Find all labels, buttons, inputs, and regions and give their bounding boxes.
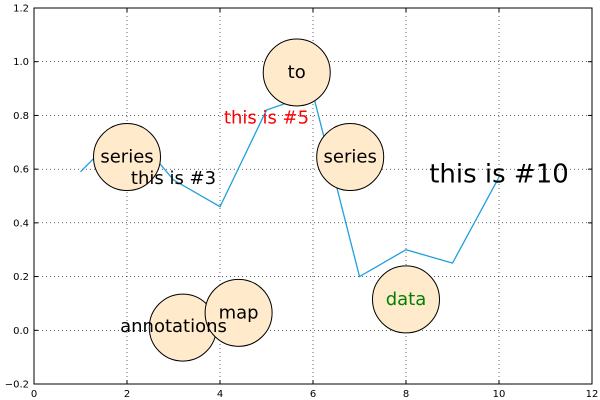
annotation-label: data — [386, 289, 427, 310]
x-tick-label: 0 — [31, 389, 37, 400]
annotation-circle — [93, 123, 161, 192]
x-tick-label: 2 — [124, 389, 130, 400]
tick-layer: 0 2 4 6 8 10 12 −0.2 0.0 0.2 0.4 0.6 0.8 1.0 1.2 — [5, 4, 599, 400]
x-tick-label: 10 — [493, 389, 506, 400]
y-tick-label: 1.0 — [13, 57, 29, 68]
grid — [34, 8, 592, 384]
y-tick-label: −0.2 — [5, 380, 29, 391]
y-tick-label: 0.4 — [13, 218, 29, 229]
annotation-label: map — [219, 302, 259, 323]
y-tick-label: 0.0 — [13, 326, 29, 337]
x-tick-label: 6 — [310, 389, 316, 400]
y-tick-label: 0.8 — [13, 111, 29, 122]
x-tick-label: 4 — [217, 389, 223, 400]
x-tick-label: 12 — [586, 389, 599, 400]
annotation-label: this is #3 — [131, 168, 216, 189]
annotation-label: to — [288, 62, 306, 83]
annotation-circle — [204, 278, 273, 347]
annotation-circle — [316, 123, 385, 192]
annotation-label: this is #5 — [224, 108, 309, 129]
annotation-label: series — [324, 147, 377, 168]
y-tick-label: 0.2 — [13, 272, 29, 283]
annotation-label: series — [100, 147, 153, 168]
y-tick-label: 0.6 — [13, 165, 29, 176]
y-tick-label: 1.2 — [13, 4, 29, 15]
circle-layer — [93, 38, 440, 362]
annotation-circle — [262, 38, 331, 107]
annotation-label: annotations — [120, 316, 227, 337]
x-tick-label: 8 — [403, 389, 409, 400]
annotation-circle — [372, 265, 440, 334]
annotation-label: this is #10 — [429, 160, 569, 190]
